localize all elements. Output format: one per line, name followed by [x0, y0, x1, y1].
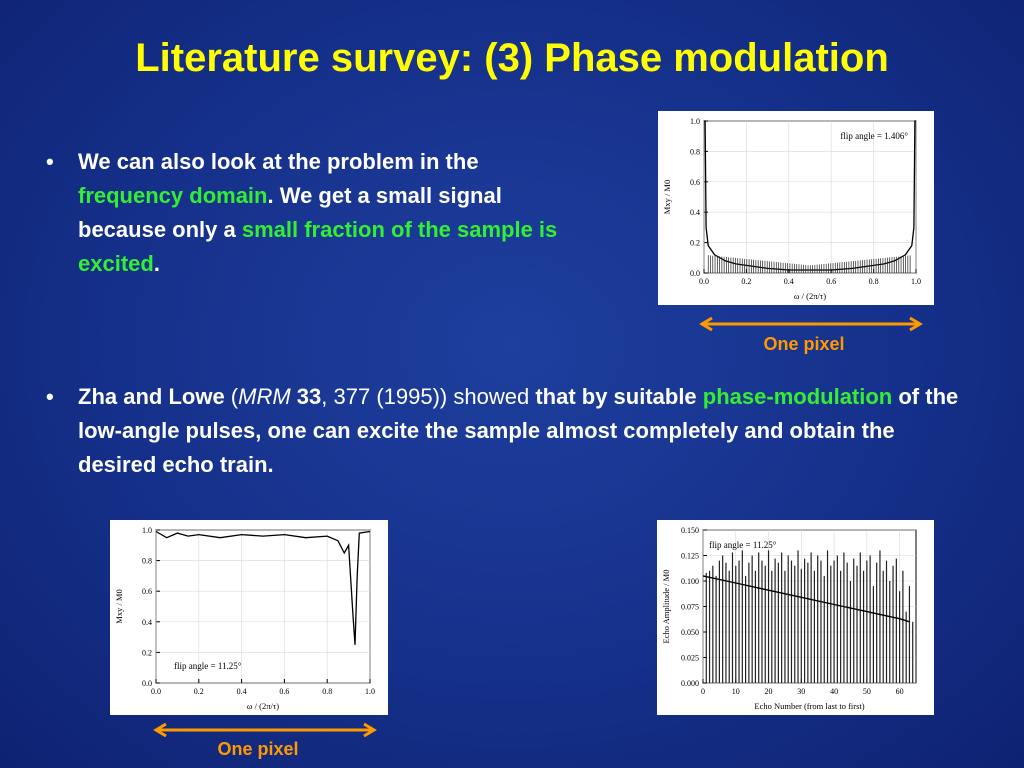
x-tick-label: 0.8	[869, 277, 879, 286]
x-tick-label: 1.0	[365, 687, 375, 696]
bullet-dot: •	[46, 149, 54, 174]
y-tick-label: 0.0	[690, 269, 700, 278]
bullet2-text-1: that by suitable	[535, 384, 703, 409]
y-tick-label: 0.6	[142, 587, 152, 596]
y-tick-label: 0.4	[690, 208, 700, 217]
y-tick-label: 0.0	[142, 679, 152, 688]
chart-svg: 0.0 0.2 0.4 0.6 0.8 1.0 0.0 0.2 0.4 0.6 0.8 1.0 ω / …	[114, 526, 375, 711]
x-axis-label: Echo Number (from last to first)	[754, 701, 864, 711]
bullet1-highlight-2: small fraction of the sample is excited	[78, 217, 558, 276]
x-tick-label: 0.2	[741, 277, 751, 286]
chart-echo-amplitude: 0.000 0.025 0.050 0.075 0.100 0.125 0.150 0 10 20…	[657, 520, 934, 715]
y-tick-label: 0.025	[681, 654, 699, 663]
x-tick-label: 0.0	[699, 277, 709, 286]
y-axis-label: Mxy / M0	[114, 589, 124, 623]
decay-curve	[702, 575, 910, 623]
flip-angle-annotation: flip angle = 11.25°	[709, 540, 777, 550]
bullet-zha-lowe: • Zha and Lowe (MRM 33, 377 (1995)) show…	[46, 380, 978, 482]
x-axis-label: ω / (2π/τ)	[247, 701, 279, 711]
flip-angle-annotation: flip angle = 1.406°	[840, 131, 908, 141]
y-tick-label: 0.6	[690, 178, 700, 187]
plot-frame	[703, 120, 917, 274]
bullet2-volume: 33	[290, 384, 322, 409]
chart-svg: 0.0 0.2 0.4 0.6 0.8 1.0 0.0 0.2 0.4 0.6 0.8 1.0 ω / …	[662, 117, 921, 301]
y-tick-label: 0.4	[142, 618, 152, 627]
y-tick-label: 0.150	[681, 526, 699, 535]
bullet2-ref-open: (	[224, 384, 239, 409]
x-tick-label: 50	[863, 687, 871, 696]
x-tick-label: 60	[896, 687, 904, 696]
bullet2-journal: MRM	[238, 384, 291, 409]
x-tick-label: 0	[701, 687, 705, 696]
x-tick-label: 0.6	[826, 277, 836, 286]
y-tick-label: 0.8	[690, 147, 700, 156]
flip-angle-annotation: flip angle = 11.25°	[174, 661, 242, 671]
slide-title: Literature survey: (3) Phase modulation	[135, 36, 889, 80]
x-tick-label: 0.0	[151, 687, 161, 696]
one-pixel-label-top: One pixel	[763, 334, 845, 354]
x-axis-label: ω / (2π/τ)	[794, 291, 826, 301]
one-pixel-arrow-top	[699, 316, 923, 332]
one-pixel-arrow-bottom	[153, 722, 377, 738]
y-tick-label: 0.8	[142, 557, 152, 566]
data-line	[704, 120, 916, 271]
y-tick-label: 0.2	[690, 239, 700, 248]
bullet2-showed: showed	[447, 384, 536, 409]
y-tick-label: 0.075	[681, 603, 699, 612]
x-tick-label: 0.4	[784, 277, 794, 286]
bullet-dot: •	[46, 384, 54, 409]
x-tick-label: 0.6	[279, 687, 289, 696]
chart-svg: 0.000 0.025 0.050 0.075 0.100 0.125 0.150 0 10 20…	[661, 526, 917, 711]
y-tick-label: 0.000	[681, 679, 699, 688]
x-tick-label: 10	[732, 687, 740, 696]
bullet2-text-2: of the low-angle pulses, one can excite …	[78, 384, 959, 477]
bullet2-authors: Zha and Lowe	[78, 384, 225, 409]
data-line	[155, 530, 371, 645]
bullet-frequency-domain: • We can also look at the problem in the…	[46, 145, 578, 281]
chart-frequency-profile-phase-mod: 0.0 0.2 0.4 0.6 0.8 1.0 0.0 0.2 0.4 0.6 0.8 1.0 ω / …	[110, 520, 388, 715]
one-pixel-label-bottom: One pixel	[217, 739, 299, 759]
bullet1-text-2: . We get a small signal because only a	[78, 183, 502, 242]
y-axis-label: Mxy / M0	[662, 180, 672, 214]
x-tick-label: 20	[765, 687, 773, 696]
x-tick-label: 0.8	[322, 687, 332, 696]
y-tick-label: 1.0	[142, 526, 152, 535]
x-tick-label: 0.4	[237, 687, 247, 696]
bullet2-highlight: phase-modulation	[702, 384, 893, 409]
x-tick-label: 1.0	[911, 277, 921, 286]
bullet1-highlight-1: frequency domain	[78, 183, 268, 208]
y-tick-label: 0.050	[681, 628, 699, 637]
y-tick-label: 1.0	[690, 117, 700, 126]
bullet1-text-3: .	[153, 251, 160, 276]
x-tick-label: 40	[830, 687, 838, 696]
bullet1-text-1: We can also look at the problem in the	[78, 149, 479, 174]
y-axis-label: Echo Amplitude / M0	[661, 570, 671, 644]
bullet2-ref-rest: , 377 (1995))	[321, 384, 448, 409]
x-tick-label: 0.2	[194, 687, 204, 696]
chart-frequency-profile-low: 0.0 0.2 0.4 0.6 0.8 1.0 0.0 0.2 0.4 0.6 0.8 1.0 ω / …	[658, 111, 934, 305]
x-tick-label: 30	[797, 687, 805, 696]
y-tick-label: 0.100	[681, 577, 699, 586]
y-tick-label: 0.125	[681, 552, 699, 561]
y-tick-label: 0.2	[142, 648, 152, 657]
